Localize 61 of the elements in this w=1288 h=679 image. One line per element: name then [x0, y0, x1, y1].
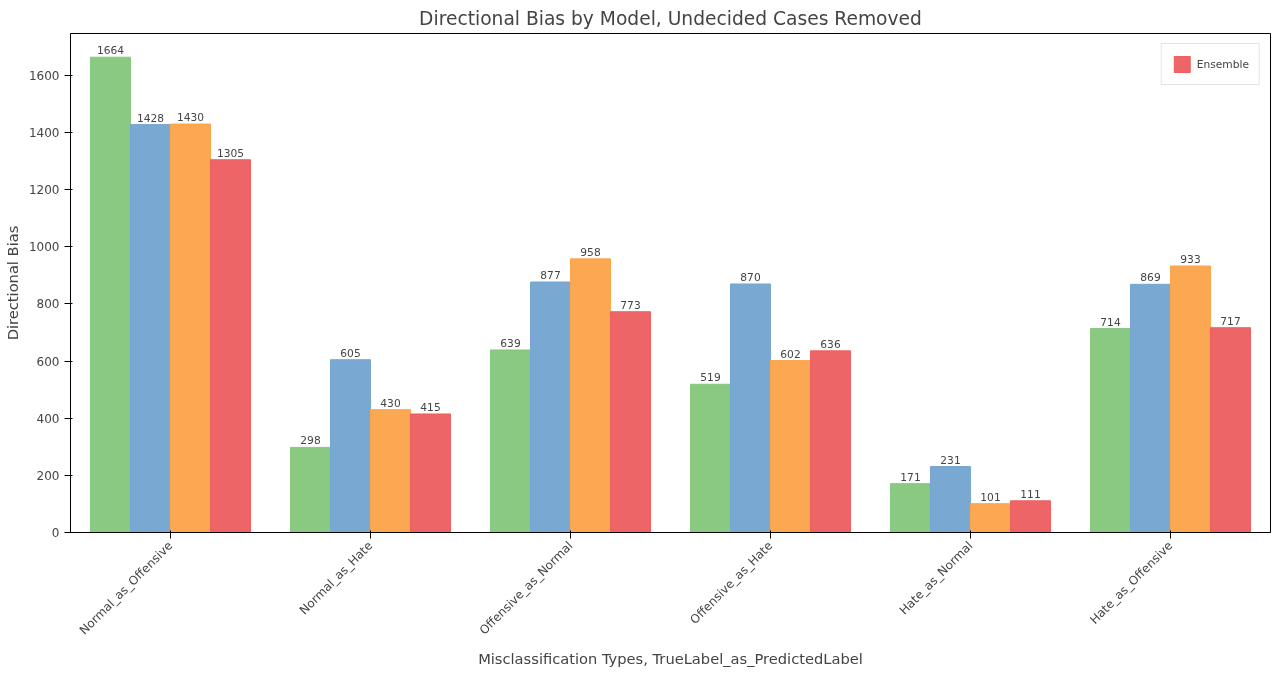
data-label: 101: [980, 490, 1001, 504]
data-label: 171: [900, 470, 921, 484]
bar: [90, 56, 131, 533]
data-label: 717: [1220, 314, 1241, 328]
data-label: 430: [380, 396, 401, 410]
bar: [530, 281, 571, 533]
bar: [570, 258, 611, 533]
data-label: 933: [1180, 253, 1201, 266]
data-label: 958: [580, 245, 601, 259]
bar: [490, 349, 531, 533]
data-label: 1664: [96, 44, 125, 58]
data-label: 231: [940, 453, 961, 467]
bar: [1130, 283, 1171, 533]
data-label: 605: [340, 346, 361, 360]
y-tick-label: 1000: [28, 240, 60, 255]
data-label: 1430: [176, 111, 205, 125]
chart-title: Directional Bias by Model, Undecided Cases Removed: [419, 7, 922, 29]
bar: [730, 283, 771, 533]
y-tick-label: 1400: [28, 126, 60, 141]
data-label: 1305: [216, 146, 245, 160]
bar: [970, 503, 1011, 533]
legend-label: Ensemble: [1196, 57, 1249, 71]
bar: [170, 123, 211, 533]
bar: [1010, 500, 1051, 533]
data-label: 415: [420, 400, 441, 414]
data-label: 1428: [136, 111, 165, 125]
bar: [1090, 328, 1131, 533]
bar: [1170, 265, 1211, 533]
bar: [1210, 327, 1251, 533]
bar: [930, 466, 971, 533]
data-label: 870: [740, 271, 761, 284]
data-label: 636: [820, 337, 841, 351]
bar: [330, 359, 371, 533]
data-label: 111: [1020, 487, 1041, 501]
bar: [810, 350, 851, 533]
bar: [410, 413, 451, 533]
y-tick-label: 1600: [28, 68, 60, 83]
data-label: 869: [1140, 271, 1161, 285]
data-label: 714: [1100, 315, 1121, 329]
bar: [610, 311, 651, 533]
data-label: 298: [300, 434, 321, 448]
data-label: 519: [700, 371, 721, 385]
bar: [210, 159, 251, 533]
data-label: 877: [540, 269, 561, 282]
bar: [370, 409, 411, 533]
x-axis-title: Misclassification Types, TrueLabel_as_PredictedLabel: [478, 650, 863, 668]
bar: [290, 446, 331, 533]
y-tick-label: 800: [36, 297, 60, 312]
y-tick-label: 400: [36, 411, 60, 426]
data-label: 639: [500, 336, 521, 350]
y-tick-label: 1200: [28, 183, 60, 198]
bar: [130, 124, 171, 533]
y-tick-label: 600: [36, 354, 60, 369]
y-tick-label: 0: [51, 526, 60, 540]
y-tick-label: 200: [36, 468, 60, 483]
bar: [890, 483, 931, 533]
data-label: 602: [780, 347, 801, 361]
data-label: 773: [620, 298, 641, 312]
bar: [770, 360, 811, 533]
bar: [690, 383, 731, 533]
y-axis-title: Directional Bias: [3, 225, 21, 341]
